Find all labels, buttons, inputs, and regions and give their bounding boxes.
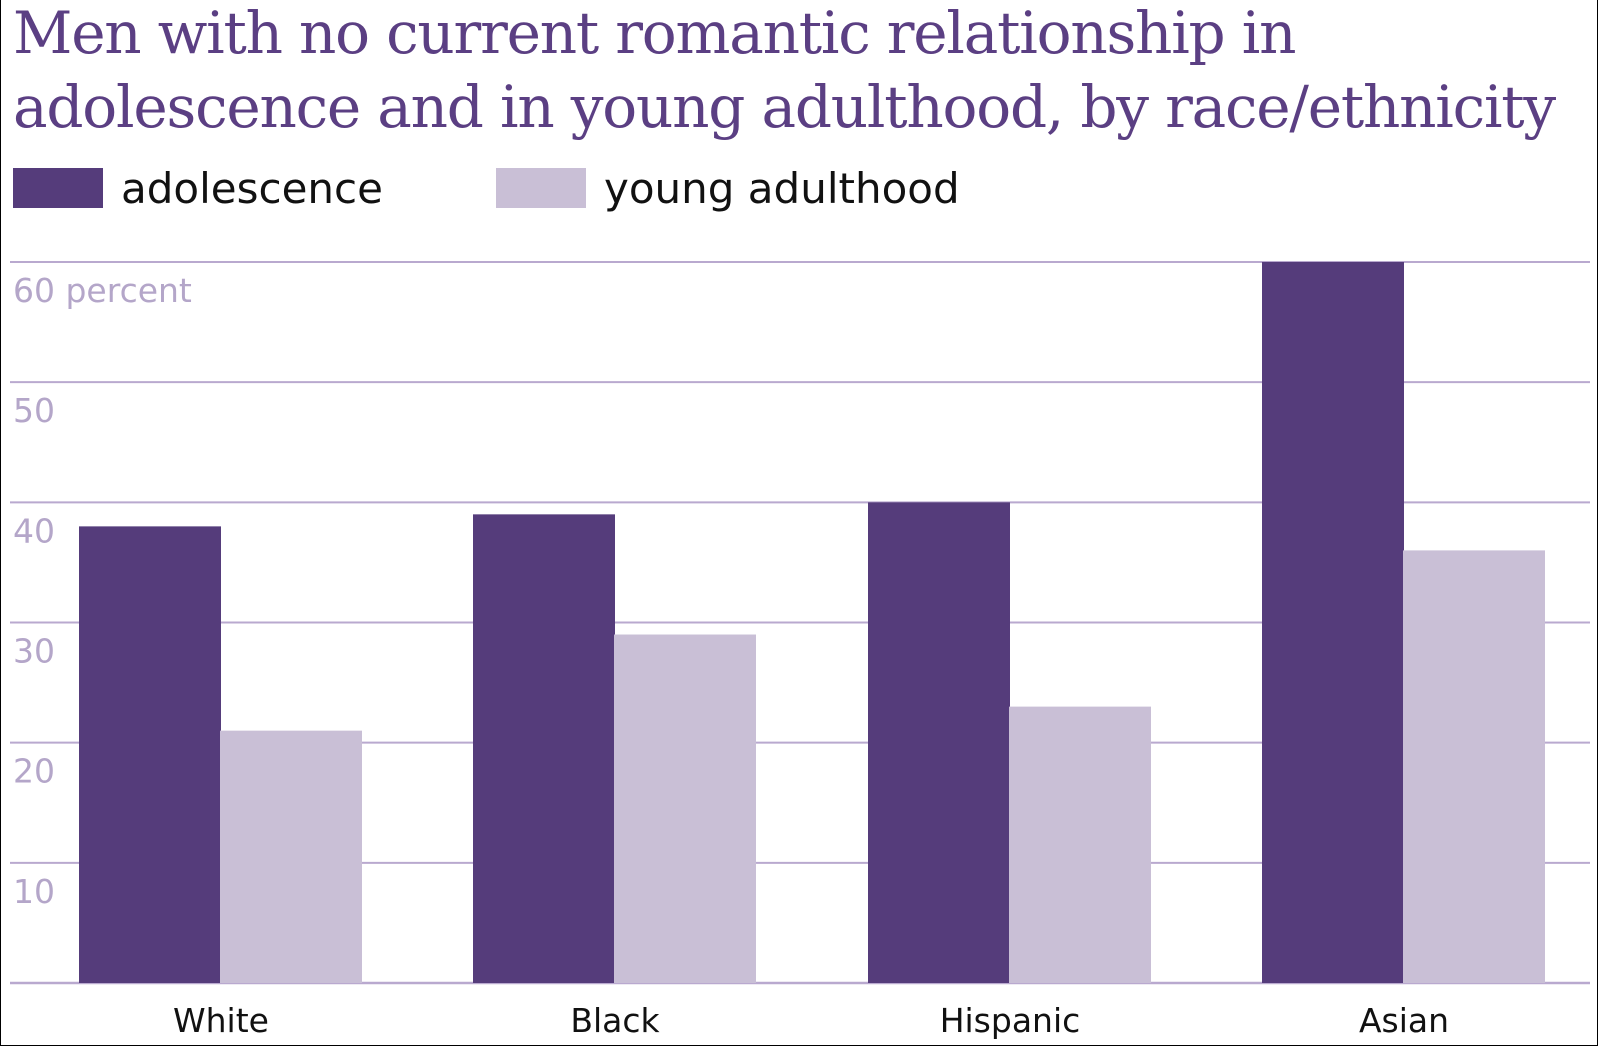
bar-adolescence	[1262, 262, 1404, 983]
bar-young-adulthood	[1009, 706, 1151, 983]
y-tick-label: 50	[13, 391, 55, 430]
y-tick-label: 40	[13, 511, 55, 550]
chart-title-line-2: adolescence and in young adulthood, by r…	[13, 73, 1556, 141]
bar-adolescence	[868, 502, 1010, 983]
legend-swatch-adolescence	[13, 168, 103, 208]
x-category-label: Black	[570, 1001, 660, 1040]
legend-swatch-young-adulthood	[496, 168, 586, 208]
legend-label-adolescence: adolescence	[121, 164, 383, 213]
chart-title-line-1: Men with no current romantic relationshi…	[13, 0, 1296, 67]
bar-young-adulthood	[614, 634, 756, 983]
chart-title: Men with no current romantic relationshi…	[13, 0, 1573, 144]
legend: adolescence young adulthood	[13, 160, 1213, 220]
y-tick-label: 60 percent	[13, 271, 192, 310]
y-tick-label: 10	[13, 872, 55, 911]
y-tick-label: 30	[13, 632, 55, 671]
legend-label-young-adulthood: young adulthood	[604, 164, 960, 213]
x-category-label: White	[173, 1001, 269, 1040]
bar-young-adulthood	[220, 730, 362, 983]
bar-adolescence	[79, 526, 221, 983]
bar-young-adulthood	[1403, 550, 1545, 983]
x-category-label: Asian	[1359, 1001, 1449, 1040]
y-tick-label: 20	[13, 752, 55, 791]
x-category-label: Hispanic	[940, 1001, 1081, 1040]
bar-adolescence	[473, 514, 615, 983]
